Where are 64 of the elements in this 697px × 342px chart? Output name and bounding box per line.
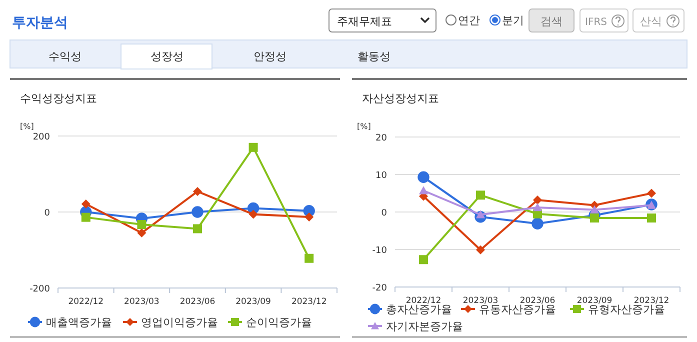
point bbox=[419, 255, 428, 264]
chart-title: 수익성장성지표 bbox=[20, 92, 97, 105]
y-axis-title: [%] bbox=[20, 122, 34, 131]
point bbox=[193, 186, 202, 196]
x-tick-label: 2023/03 bbox=[124, 297, 160, 307]
y-tick-label: -10 bbox=[372, 246, 388, 256]
x-tick-label: 2022/12 bbox=[406, 296, 442, 306]
point bbox=[248, 210, 258, 219]
y-tick-label: 200 bbox=[32, 132, 50, 142]
point bbox=[476, 190, 485, 200]
point bbox=[476, 210, 485, 218]
point bbox=[248, 142, 258, 152]
point bbox=[81, 200, 90, 209]
chart-title: 자산성장성지표 bbox=[362, 92, 439, 105]
point bbox=[418, 171, 430, 183]
point bbox=[304, 212, 314, 222]
point bbox=[419, 186, 428, 194]
legend-label: 매출액증가율 bbox=[46, 316, 112, 329]
x-tick-label: 2023/06 bbox=[180, 297, 216, 307]
y-tick-label: -200 bbox=[30, 284, 50, 294]
legend-label: 영업이익증가율 bbox=[141, 316, 218, 329]
point bbox=[533, 196, 542, 204]
text: 투자분석 bbox=[12, 15, 68, 31]
legend-label: 자기자본증가율 bbox=[386, 320, 463, 333]
text: 주재무제표 bbox=[337, 15, 392, 28]
y-tick-label: -20 bbox=[372, 284, 388, 294]
point bbox=[590, 205, 599, 214]
point bbox=[647, 188, 656, 198]
point bbox=[137, 220, 146, 230]
text: 안정성 bbox=[254, 50, 286, 63]
point bbox=[137, 228, 146, 238]
x-tick-label: 2023/09 bbox=[576, 296, 612, 306]
text: 분기 bbox=[502, 14, 524, 27]
x-tick-label: 2023/06 bbox=[520, 296, 556, 306]
point bbox=[476, 245, 485, 254]
y-tick-label: 0 bbox=[44, 208, 50, 218]
point bbox=[533, 203, 542, 212]
x-tick-label: 2023/09 bbox=[236, 297, 271, 307]
y-axis-title: [%] bbox=[357, 122, 371, 131]
x-tick-label: 2023/12 bbox=[634, 296, 670, 306]
text: 수익성 bbox=[48, 50, 82, 63]
text: 산식 bbox=[640, 15, 662, 28]
point bbox=[304, 254, 314, 263]
point bbox=[590, 214, 599, 222]
point bbox=[532, 218, 544, 230]
point bbox=[192, 206, 204, 218]
y-tick-label: 20 bbox=[376, 134, 388, 144]
legend-label: 유동자산증가율 bbox=[479, 303, 556, 316]
point bbox=[647, 214, 656, 222]
text: 활동성 bbox=[358, 50, 390, 63]
y-tick-label: 10 bbox=[376, 171, 388, 181]
x-tick-label: 2023/03 bbox=[462, 296, 498, 306]
text: IFRS bbox=[585, 17, 607, 28]
point bbox=[81, 212, 90, 222]
point bbox=[193, 224, 202, 234]
text: 연간 bbox=[458, 14, 480, 27]
text: 검색 bbox=[540, 15, 562, 28]
x-tick-label: 2023/12 bbox=[291, 297, 327, 307]
text: 성장성 bbox=[150, 50, 184, 63]
y-tick-label: 0 bbox=[381, 208, 388, 218]
legend-label: 총자산증가율 bbox=[386, 303, 452, 316]
legend-label: 유형자산증가율 bbox=[588, 303, 665, 316]
x-tick-label: 2022/12 bbox=[68, 297, 104, 307]
legend-label: 순이익증가율 bbox=[246, 316, 312, 329]
